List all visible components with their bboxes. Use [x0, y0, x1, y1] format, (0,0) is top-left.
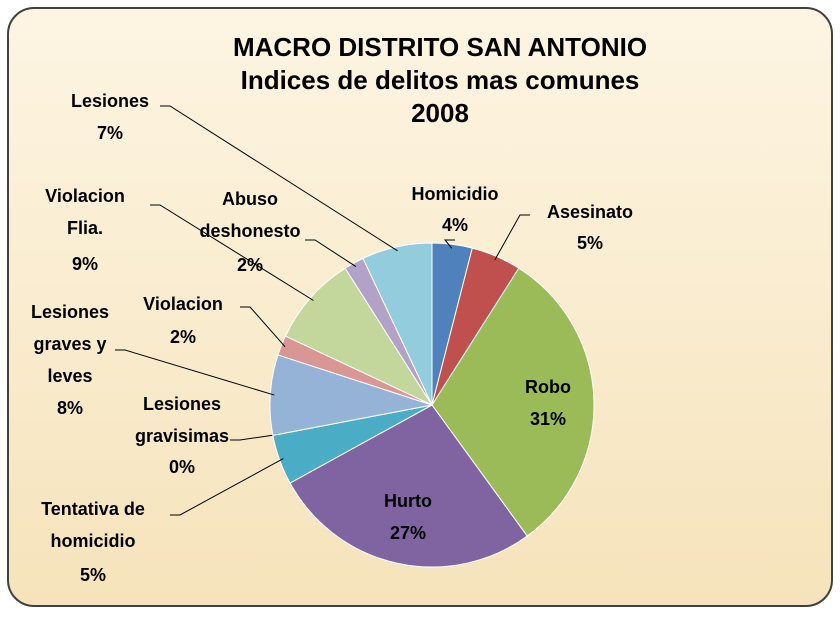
pie-slice — [284, 267, 434, 407]
data-label: 7% — [97, 123, 123, 143]
data-label: Asesinato — [547, 202, 633, 222]
leader-line — [443, 239, 455, 249]
data-label: 8% — [57, 398, 83, 418]
chart-title: MACRO DISTRITO SAN ANTONIO — [233, 32, 647, 62]
pie-slice — [431, 267, 595, 537]
data-label: Robo — [525, 377, 571, 397]
leader-line — [230, 434, 277, 441]
pie-slice — [289, 404, 528, 568]
data-label: 4% — [442, 215, 468, 235]
data-label: Hurto — [384, 491, 432, 511]
data-label: 9% — [72, 254, 98, 274]
data-label: Homicidio — [411, 184, 498, 204]
leader-line — [170, 458, 284, 516]
data-label: Abuso deshonesto — [199, 189, 300, 241]
data-label: 5% — [577, 233, 603, 253]
data-label: 0% — [169, 457, 195, 477]
chart-title: Indices de delitos mas comunes — [241, 65, 640, 95]
data-label: Lesiones — [71, 91, 149, 111]
data-label: 2% — [170, 327, 196, 347]
data-label: 31% — [530, 409, 566, 429]
data-label: Lesiones gravisimas — [135, 394, 229, 446]
data-label: Lesiones graves y leves — [31, 302, 109, 386]
data-label: Violacion — [143, 294, 223, 314]
leader-line — [494, 214, 530, 261]
chart-title: 2008 — [411, 98, 469, 128]
data-label: 2% — [237, 255, 263, 275]
leader-line — [240, 306, 286, 348]
leader-line — [115, 349, 275, 396]
data-label: Violacion Flia. — [45, 186, 125, 238]
data-label: Tentativa de homicidio — [41, 499, 145, 551]
leader-line — [150, 204, 314, 301]
leader-line — [160, 105, 398, 252]
data-label: 5% — [80, 565, 106, 585]
pie-slice — [362, 242, 433, 406]
leader-line — [305, 239, 357, 267]
data-label: 27% — [390, 523, 426, 543]
